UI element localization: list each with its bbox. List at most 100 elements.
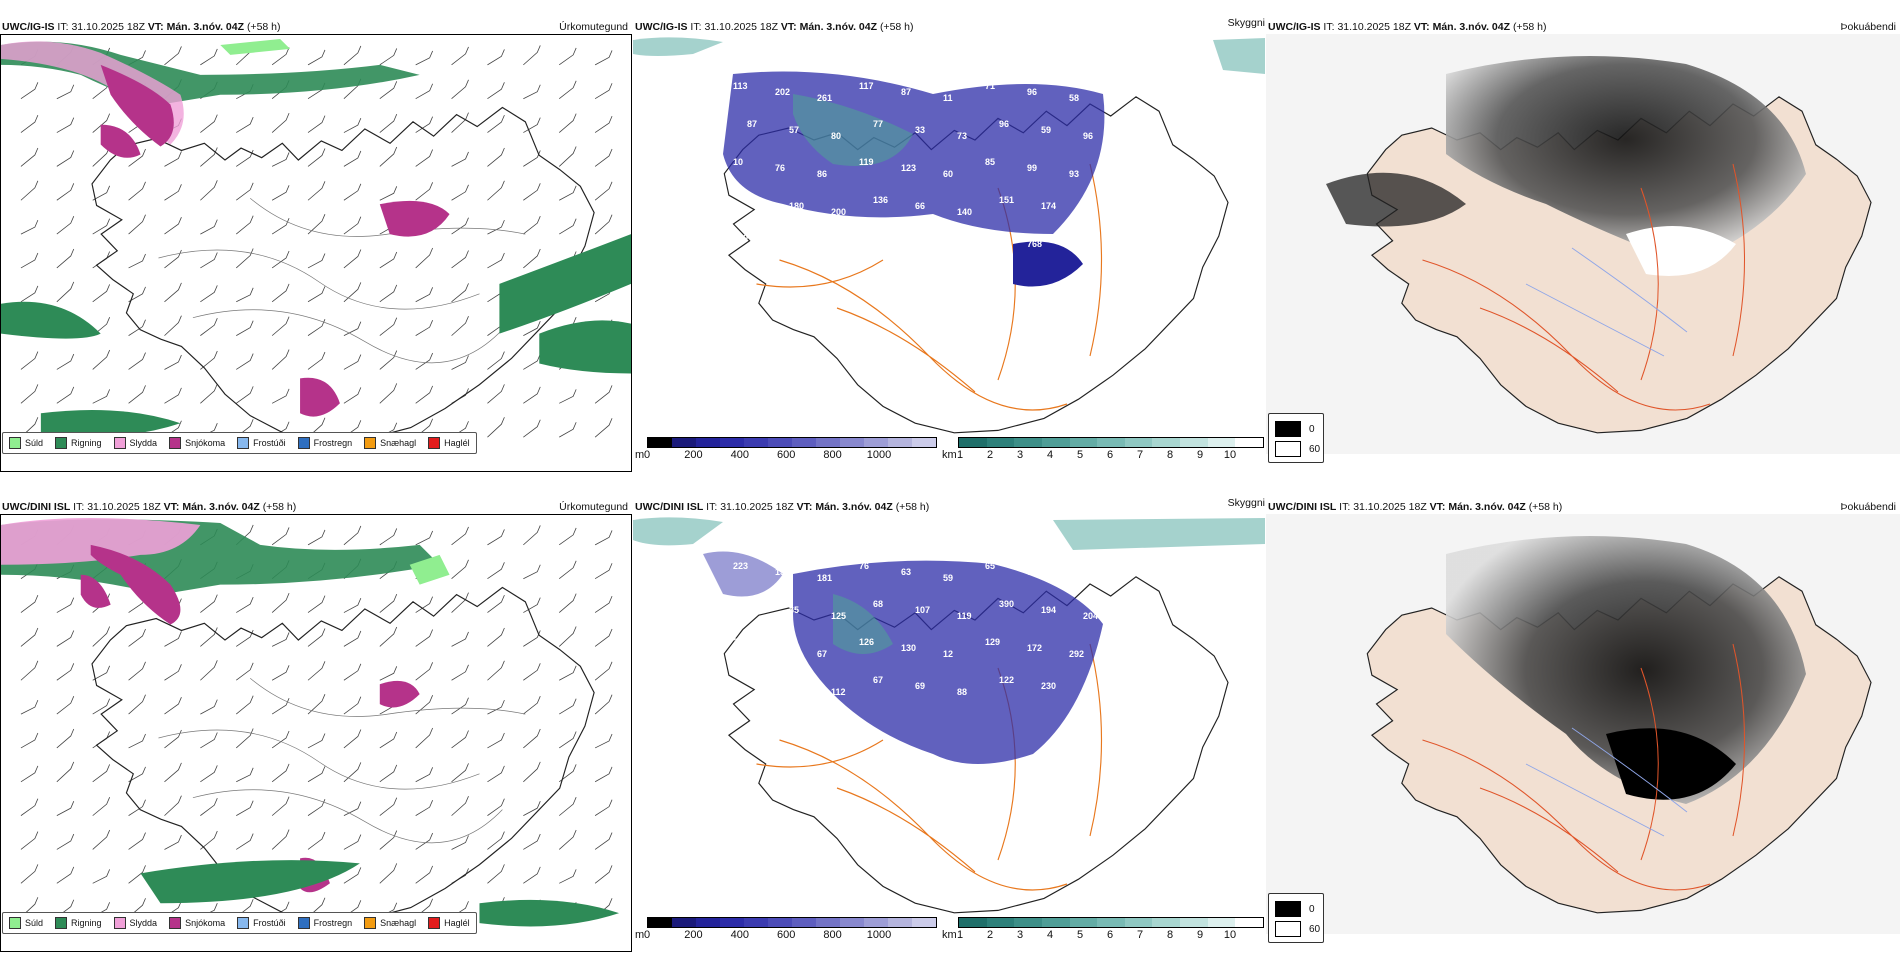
it-value: 31.10.2025 18Z bbox=[71, 21, 145, 33]
wind-barb bbox=[594, 595, 613, 613]
wind-barb bbox=[56, 353, 75, 370]
legend-item: Haglél bbox=[428, 917, 470, 929]
wind-barb bbox=[379, 666, 398, 681]
wind-barb bbox=[379, 383, 398, 404]
wind-barb bbox=[558, 80, 577, 100]
wind-barb bbox=[92, 731, 111, 749]
wind-barb bbox=[379, 186, 398, 201]
wind-barb bbox=[594, 563, 613, 580]
legend-label: Súld bbox=[25, 438, 44, 448]
colorbar-step bbox=[816, 918, 840, 927]
colorbar-tick-label: 9 bbox=[1196, 929, 1204, 941]
cloud-visibility-panel: UWC/DINI ISL IT: 31.10.2025 18Z VT: Mán.… bbox=[633, 490, 1265, 945]
panel-header: UWC/IG-IS IT: 31.10.2025 18Z VT: Mán. 3.… bbox=[2, 21, 281, 33]
wind-barb bbox=[487, 765, 505, 783]
it-label: IT: bbox=[1323, 21, 1335, 33]
wind-barb bbox=[164, 697, 182, 715]
wind-barb bbox=[271, 665, 290, 681]
fog-legend: 0 60 bbox=[1268, 893, 1324, 943]
wind-barb bbox=[523, 801, 541, 816]
wind-barb bbox=[451, 697, 469, 715]
wind-barb bbox=[56, 281, 75, 303]
cloud-base-value: 151 bbox=[999, 195, 1014, 205]
cloud-base-unit: m bbox=[635, 929, 645, 941]
wind-barb bbox=[487, 627, 505, 647]
wind-barb bbox=[594, 832, 613, 850]
colorbar-step bbox=[1014, 918, 1042, 927]
wind-barb bbox=[236, 287, 254, 303]
cloud-base-value: 136 bbox=[873, 195, 888, 205]
wind-barb bbox=[451, 796, 469, 816]
cloud-base-value: 59 bbox=[943, 573, 953, 583]
vt-label: VT: bbox=[1413, 21, 1430, 33]
colorbar-step bbox=[1069, 918, 1098, 927]
cloud-base-value: 100 bbox=[747, 675, 762, 685]
wind-barb bbox=[20, 219, 39, 235]
wind-barb bbox=[236, 767, 254, 783]
wind-barb bbox=[343, 282, 362, 303]
colorbar-step bbox=[1041, 438, 1070, 447]
cloud-base-value: 80 bbox=[859, 233, 869, 243]
wind-barb bbox=[128, 799, 146, 816]
wind-barb bbox=[379, 626, 398, 647]
wind-barb bbox=[451, 763, 469, 783]
wind-barb bbox=[164, 762, 182, 783]
visibility-colorbar: km 1 2 3 4 5 6 7 8 9 10 bbox=[942, 437, 1264, 467]
colorbar-tick-label: 200 bbox=[684, 449, 703, 461]
wind-barb bbox=[56, 728, 75, 749]
cloud-base-value: 71 bbox=[775, 239, 785, 249]
fog-legend-label: 0 bbox=[1309, 903, 1315, 915]
wind-barb bbox=[487, 798, 505, 816]
colorbar-step bbox=[840, 438, 864, 447]
wind-barb bbox=[379, 863, 398, 884]
colorbar-step bbox=[792, 438, 816, 447]
wind-barb bbox=[307, 148, 326, 167]
cloud-base-value: 129 bbox=[985, 637, 1000, 647]
wind-barb bbox=[594, 694, 613, 715]
wind-barb bbox=[594, 865, 613, 884]
wind-barb bbox=[20, 285, 39, 303]
colorbar-tick-label: 800 bbox=[823, 449, 842, 461]
wind-barb bbox=[92, 284, 111, 303]
cloud-base-value: 67 bbox=[873, 675, 883, 685]
wind-barb bbox=[200, 699, 218, 715]
wind-barb bbox=[523, 525, 541, 546]
colorbar-step bbox=[768, 438, 792, 447]
wind-barb bbox=[523, 630, 541, 647]
panel-header: UWC/IG-IS IT: 31.10.2025 18Z VT: Mán. 3.… bbox=[1268, 21, 1547, 33]
wind-barb bbox=[415, 767, 433, 783]
visibility-unit: km bbox=[942, 449, 957, 461]
wind-barb bbox=[200, 114, 218, 133]
wind-barb bbox=[20, 252, 39, 269]
wind-barb bbox=[236, 320, 254, 336]
cloud-base-value: 223 bbox=[733, 561, 748, 571]
cloud-base-value: 379 bbox=[985, 233, 1000, 243]
wind-barb bbox=[236, 353, 254, 370]
cloud-base-value: 125 bbox=[831, 611, 846, 621]
wind-barb bbox=[164, 184, 182, 201]
colorbar-tick-label: 4 bbox=[1046, 449, 1054, 461]
legend-swatch bbox=[428, 437, 441, 449]
wind-barb bbox=[307, 49, 326, 66]
cloud-base-value: 69 bbox=[915, 681, 925, 691]
legend-swatch bbox=[169, 437, 182, 449]
panel-title: Skyggni bbox=[1227, 17, 1265, 29]
wind-barb bbox=[20, 594, 39, 613]
cloud-base-value: 99 bbox=[1027, 163, 1037, 173]
wind-barb bbox=[164, 729, 182, 749]
cloud-base-value: 86 bbox=[747, 195, 757, 205]
vt-value: Mán. 3.nóv. 04Z bbox=[1448, 501, 1526, 513]
fog-legend: 0 60 bbox=[1268, 413, 1324, 463]
wind-barb bbox=[56, 696, 75, 715]
wind-barb bbox=[20, 699, 39, 715]
cloud-base-value: 202 bbox=[775, 87, 790, 97]
cloud-base-value: 71 bbox=[985, 81, 995, 91]
wind-barb bbox=[271, 316, 290, 336]
colorbar-step bbox=[1180, 438, 1208, 447]
wind-barb bbox=[523, 696, 541, 715]
cloud-base-value: 59 bbox=[1041, 125, 1051, 135]
wind-barb bbox=[307, 766, 326, 783]
wind-barb bbox=[415, 662, 433, 681]
cloud-base-value: 86 bbox=[943, 245, 953, 255]
wind-barb bbox=[415, 596, 433, 613]
